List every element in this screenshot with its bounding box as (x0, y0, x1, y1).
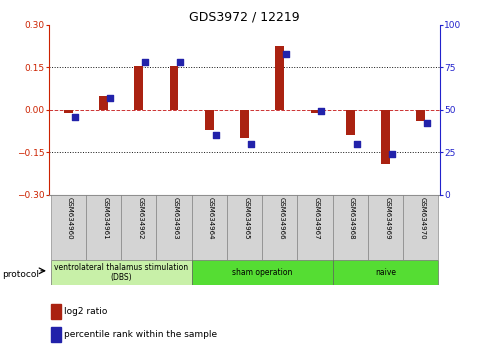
Point (141, 59, 149, 65)
Bar (64, 110, 73, 113)
Bar (156, 195, 191, 260)
Text: GSM634967: GSM634967 (313, 197, 319, 239)
Bar (380, 110, 389, 164)
Point (352, 141, 360, 147)
Text: log2 ratio: log2 ratio (63, 307, 107, 316)
Bar (226, 195, 262, 260)
Bar (332, 260, 437, 285)
Bar (345, 110, 354, 135)
Text: GSM634970: GSM634970 (419, 197, 425, 239)
Bar (51, 260, 191, 285)
Bar (86, 195, 121, 260)
Bar (367, 195, 402, 260)
Text: GSM634963: GSM634963 (172, 197, 179, 239)
Point (317, 109, 325, 114)
Text: percentile rank within the sample: percentile rank within the sample (63, 330, 216, 339)
Bar (204, 110, 213, 130)
Point (282, 51, 289, 57)
Bar (134, 66, 143, 110)
Text: GSM634968: GSM634968 (348, 197, 354, 239)
Text: GSM634969: GSM634969 (384, 197, 389, 239)
Bar (262, 195, 297, 260)
Point (71, 114, 79, 119)
Bar (51, 304, 61, 319)
Text: GSM634961: GSM634961 (102, 197, 108, 239)
Text: GSM634966: GSM634966 (278, 197, 284, 239)
Bar (99, 96, 108, 110)
Point (387, 151, 395, 157)
Point (106, 95, 114, 101)
Bar (275, 46, 284, 110)
Bar (402, 195, 437, 260)
Bar (310, 110, 319, 113)
Text: GSM634960: GSM634960 (67, 197, 73, 239)
Bar (297, 195, 332, 260)
Point (176, 59, 184, 65)
Title: GDS3972 / 12219: GDS3972 / 12219 (189, 11, 299, 24)
Bar (51, 327, 61, 342)
Bar (121, 195, 156, 260)
Bar (51, 195, 86, 260)
Text: sham operation: sham operation (231, 268, 292, 277)
Bar (169, 66, 178, 110)
Bar (415, 110, 424, 121)
Bar (191, 195, 226, 260)
Point (246, 141, 254, 147)
Text: GSM634964: GSM634964 (207, 197, 214, 239)
Point (422, 120, 430, 126)
Bar (240, 110, 248, 138)
Text: ventrolateral thalamus stimulation
(DBS): ventrolateral thalamus stimulation (DBS) (54, 263, 188, 282)
Bar (191, 260, 332, 285)
Text: GSM634965: GSM634965 (243, 197, 249, 239)
Text: GSM634962: GSM634962 (137, 197, 143, 239)
Text: naive: naive (374, 268, 395, 277)
Bar (332, 195, 367, 260)
Point (211, 132, 219, 138)
Text: protocol: protocol (2, 270, 40, 279)
